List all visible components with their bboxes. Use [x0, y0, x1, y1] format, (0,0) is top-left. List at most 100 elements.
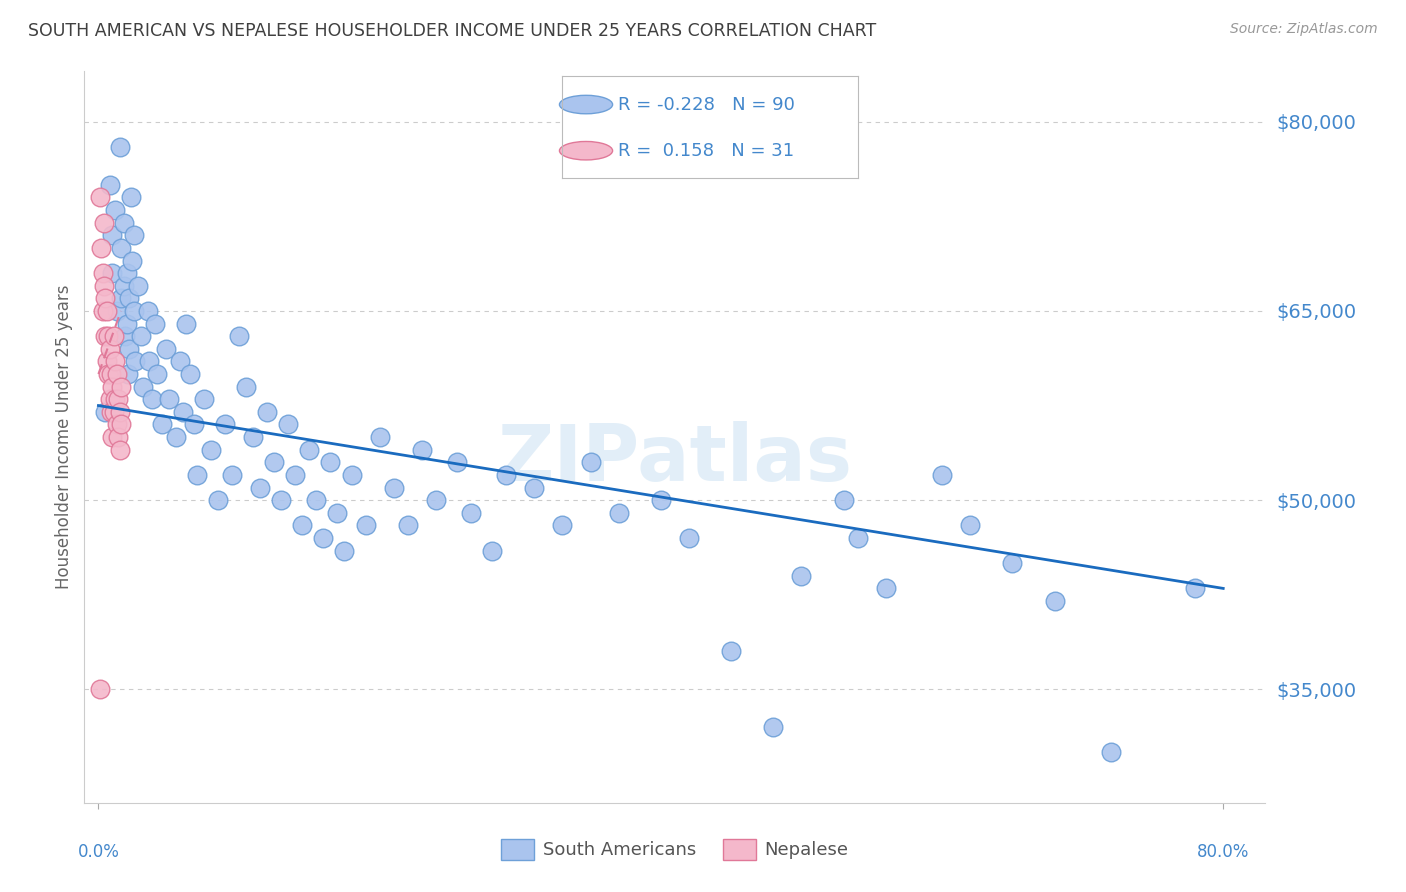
- Point: [103, 329, 125, 343]
- Point: [186, 467, 208, 482]
- Point: [100, 405, 122, 419]
- Text: Source: ZipAtlas.com: Source: ZipAtlas.com: [1230, 22, 1378, 37]
- Point: [165, 430, 187, 444]
- Point: [720, 644, 742, 658]
- Point: [354, 518, 377, 533]
- Text: SOUTH AMERICAN VS NEPALESE HOUSEHOLDER INCOME UNDER 25 YEARS CORRELATION CHART: SOUTH AMERICAN VS NEPALESE HOUSEHOLDER I…: [28, 22, 876, 40]
- Point: [141, 392, 163, 407]
- Point: [411, 442, 433, 457]
- Circle shape: [560, 142, 613, 160]
- Point: [110, 417, 132, 432]
- Point: [790, 569, 813, 583]
- Point: [112, 278, 135, 293]
- Point: [105, 367, 128, 381]
- Point: [91, 304, 114, 318]
- Point: [193, 392, 215, 407]
- Y-axis label: Householder Income Under 25 years: Householder Income Under 25 years: [55, 285, 73, 590]
- Point: [150, 417, 173, 432]
- Text: 80.0%: 80.0%: [1197, 843, 1250, 861]
- Point: [179, 367, 201, 381]
- Point: [108, 140, 131, 154]
- Point: [112, 216, 135, 230]
- Point: [446, 455, 468, 469]
- Point: [110, 291, 132, 305]
- Point: [1099, 745, 1122, 759]
- Point: [249, 481, 271, 495]
- Point: [481, 543, 503, 558]
- Point: [98, 392, 121, 407]
- Point: [117, 367, 139, 381]
- Point: [90, 241, 112, 255]
- Text: R = -0.228   N = 90: R = -0.228 N = 90: [619, 95, 796, 113]
- Point: [97, 329, 120, 343]
- Point: [114, 329, 136, 343]
- Point: [305, 493, 328, 508]
- Point: [146, 367, 169, 381]
- Point: [143, 317, 166, 331]
- Point: [762, 720, 785, 734]
- Point: [101, 266, 124, 280]
- Point: [678, 531, 700, 545]
- Point: [101, 379, 124, 393]
- Point: [89, 190, 111, 204]
- Point: [607, 506, 630, 520]
- Point: [263, 455, 285, 469]
- Point: [107, 392, 129, 407]
- Point: [200, 442, 222, 457]
- Point: [94, 329, 117, 343]
- Point: [110, 241, 132, 255]
- Point: [107, 430, 129, 444]
- Point: [110, 379, 132, 393]
- Point: [122, 304, 145, 318]
- Point: [298, 442, 321, 457]
- Point: [340, 467, 363, 482]
- Point: [832, 493, 855, 508]
- Point: [931, 467, 953, 482]
- Point: [105, 304, 128, 318]
- Point: [326, 506, 349, 520]
- Point: [104, 354, 127, 368]
- Point: [91, 266, 114, 280]
- Point: [174, 317, 197, 331]
- Point: [523, 481, 546, 495]
- Point: [235, 379, 257, 393]
- Point: [157, 392, 180, 407]
- Point: [97, 367, 120, 381]
- Point: [138, 354, 160, 368]
- Point: [103, 405, 125, 419]
- Point: [96, 354, 118, 368]
- Point: [118, 342, 141, 356]
- Point: [551, 518, 574, 533]
- Point: [121, 253, 143, 268]
- Point: [104, 392, 127, 407]
- Legend: South Americans, Nepalese: South Americans, Nepalese: [494, 831, 856, 867]
- Point: [127, 278, 149, 293]
- Point: [132, 379, 155, 393]
- Point: [460, 506, 482, 520]
- Text: 0.0%: 0.0%: [77, 843, 120, 861]
- Point: [115, 266, 138, 280]
- Point: [104, 203, 127, 218]
- Point: [382, 481, 405, 495]
- Point: [228, 329, 250, 343]
- Point: [96, 304, 118, 318]
- Point: [270, 493, 292, 508]
- Point: [98, 342, 121, 356]
- Point: [120, 190, 142, 204]
- Point: [312, 531, 335, 545]
- Point: [207, 493, 229, 508]
- Point: [579, 455, 602, 469]
- Point: [183, 417, 205, 432]
- Point: [1184, 582, 1206, 596]
- Point: [368, 430, 391, 444]
- Point: [89, 682, 111, 697]
- Point: [1043, 594, 1066, 608]
- Point: [129, 329, 152, 343]
- Point: [118, 291, 141, 305]
- Text: R =  0.158   N = 31: R = 0.158 N = 31: [619, 142, 794, 160]
- Point: [875, 582, 897, 596]
- Point: [93, 216, 115, 230]
- Point: [136, 304, 159, 318]
- Point: [93, 278, 115, 293]
- Circle shape: [560, 95, 613, 114]
